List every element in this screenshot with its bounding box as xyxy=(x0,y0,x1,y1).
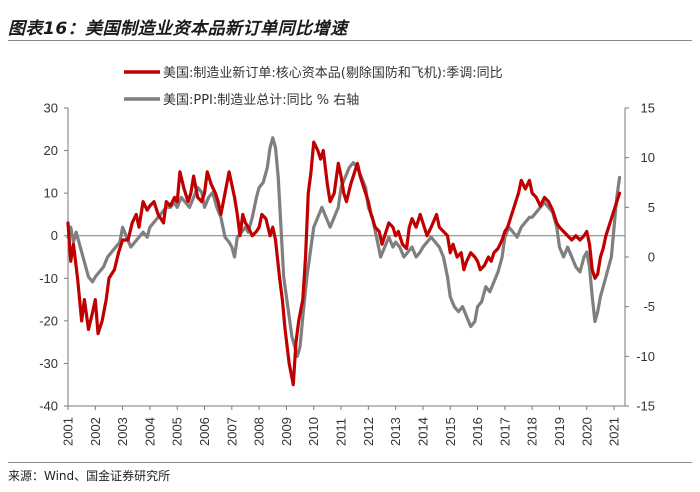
footer-divider xyxy=(8,462,692,463)
x-tick-label: 2005 xyxy=(170,417,185,446)
right-tick-label: 0 xyxy=(648,250,655,265)
x-tick-label: 2007 xyxy=(224,417,239,446)
left-tick-label: -10 xyxy=(39,271,58,286)
right-tick-label: 10 xyxy=(641,150,655,165)
legend-label: 美国:PPI:制造业总计:同比 % 右轴 xyxy=(163,93,359,108)
x-tick-label: 2021 xyxy=(607,417,622,446)
x-tick-label: 2016 xyxy=(470,417,485,446)
x-tick-label: 2020 xyxy=(579,417,594,446)
x-tick-label: 2009 xyxy=(279,417,294,446)
x-tick-label: 2002 xyxy=(88,417,103,446)
series-lines xyxy=(66,136,622,387)
x-tick-label: 2012 xyxy=(361,417,376,446)
title-divider xyxy=(8,40,692,41)
legend: 美国:制造业新订单:核心资本品(剔除国防和飞机):季调:同比美国:PPI:制造业… xyxy=(124,65,503,108)
x-tick-label: 2013 xyxy=(388,417,403,446)
source-note: 来源：Wind、国金证券研究所 xyxy=(8,469,171,483)
left-tick-label: 10 xyxy=(44,186,58,201)
left-tick-label: -20 xyxy=(39,313,58,328)
x-tick-label: 2001 xyxy=(61,417,76,446)
x-tick-label: 2010 xyxy=(306,417,321,446)
x-tick-label: 2006 xyxy=(197,417,212,446)
x-tick-label: 2015 xyxy=(443,417,458,446)
left-tick-label: 20 xyxy=(44,143,58,158)
series-line-orders xyxy=(66,140,622,387)
x-tick-label: 2011 xyxy=(334,418,349,446)
left-tick-label: 0 xyxy=(51,228,58,243)
left-tick-label: 30 xyxy=(44,101,58,116)
x-tick-label: 2017 xyxy=(497,417,512,446)
x-tick-label: 2014 xyxy=(415,417,430,446)
page-title: 图表16：美国制造业资本品新订单同比增速 xyxy=(8,19,348,39)
x-tick-label: 2004 xyxy=(142,417,157,446)
x-tick-label: 2018 xyxy=(525,417,540,446)
x-tick-label: 2019 xyxy=(552,417,567,446)
x-tick-label: 2003 xyxy=(115,417,130,446)
legend-label: 美国:制造业新订单:核心资本品(剔除国防和飞机):季调:同比 xyxy=(163,65,503,81)
series-line-ppi xyxy=(66,136,622,358)
right-tick-label: -5 xyxy=(643,299,655,314)
right-tick-label: 15 xyxy=(641,101,655,116)
right-tick-label: -15 xyxy=(636,399,655,414)
x-tick-label: 2008 xyxy=(252,417,267,446)
right-tick-label: -10 xyxy=(636,349,655,364)
left-tick-label: -40 xyxy=(39,399,58,414)
left-tick-label: -30 xyxy=(39,356,58,371)
right-tick-label: 5 xyxy=(648,200,655,215)
